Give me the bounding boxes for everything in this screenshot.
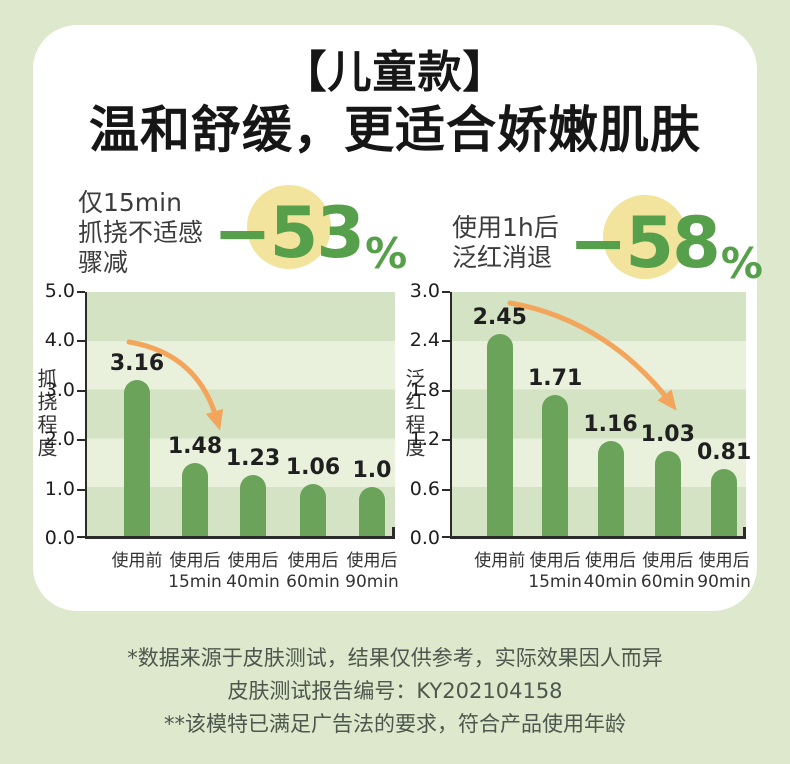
y-tick-label: 0.6 bbox=[409, 477, 440, 500]
y-tick-mark bbox=[442, 439, 450, 442]
bar-value-label: 1.06 bbox=[285, 454, 341, 480]
y-tick-label: 5.0 bbox=[44, 280, 75, 302]
x-category-label: 使用后 60min bbox=[286, 551, 340, 592]
bar bbox=[654, 451, 681, 536]
y-tick-mark bbox=[442, 389, 450, 392]
x-category-label: 使用前 bbox=[111, 551, 163, 571]
disclaimer-line: *数据来源于皮肤测试，结果仅供参考，实际效果因人而异 bbox=[127, 646, 663, 670]
stat-scratch-value: −53 bbox=[213, 192, 365, 274]
bar bbox=[542, 395, 569, 536]
stat-caption-line: 泛红消退 bbox=[452, 243, 553, 272]
y-tick-mark bbox=[77, 439, 85, 442]
x-category-label: 使用后 15min bbox=[528, 551, 582, 592]
y-tick-mark bbox=[442, 536, 450, 538]
yellow-circle-decoration bbox=[247, 185, 332, 269]
y-tick-mark bbox=[442, 488, 450, 491]
scratch-degree-chart: 0.0 1.0 2.0 3.0 4.0 5.0 3.16 使用前 1.48 使用后 15min 1.2… bbox=[45, 280, 399, 592]
y-tick-label: 3.0 bbox=[409, 280, 440, 302]
bar-value-label: 2.45 bbox=[472, 305, 527, 331]
x-category-label: 使用后 15min bbox=[168, 551, 222, 592]
y-tick-label: 0.0 bbox=[409, 527, 440, 549]
y-tick-mark bbox=[77, 291, 85, 293]
y-tick-mark bbox=[442, 291, 450, 293]
bar bbox=[359, 486, 385, 536]
bar-value-label: 0.81 bbox=[696, 440, 752, 466]
y-tick-label: 3.0 bbox=[44, 378, 75, 401]
y-tick-label: 2.0 bbox=[44, 428, 75, 451]
disclaimer-line: 皮肤测试报告编号：KY202104158 bbox=[227, 679, 563, 703]
y-tick-mark bbox=[77, 389, 85, 392]
percent-sign: % bbox=[720, 239, 763, 288]
y-tick-label: 2.4 bbox=[409, 329, 440, 352]
x-category-label: 使用后 90min bbox=[345, 551, 399, 592]
x-axis-end-tick bbox=[392, 527, 395, 536]
stat-redness-value-group: −58 % bbox=[569, 193, 763, 293]
y-tick-label: 4.0 bbox=[44, 329, 75, 352]
stat-caption-line: 仅15min bbox=[78, 188, 182, 217]
x-category-label: 使用后 60min bbox=[640, 551, 695, 592]
bar-value-label: 1.16 bbox=[583, 411, 638, 437]
y-tick-mark bbox=[77, 340, 85, 343]
y-tick-label: 1.8 bbox=[409, 378, 440, 401]
y-tick-mark bbox=[442, 340, 450, 343]
stat-redness-reduction: 使用1h后 泛红消退 −58 % bbox=[452, 193, 763, 293]
y-tick-mark bbox=[77, 536, 85, 538]
scratch-chart-plot-area: 0.0 1.0 2.0 3.0 4.0 5.0 3.16 使用前 1.48 使用后 15min 1.2… bbox=[45, 280, 399, 592]
stat-redness-caption: 使用1h后 泛红消退 bbox=[452, 213, 559, 273]
stat-scratch-value-group: −53 % bbox=[213, 183, 407, 283]
y-tick-mark bbox=[77, 488, 85, 491]
x-category-label: 使用前 bbox=[474, 551, 526, 571]
stat-redness-value: −58 bbox=[568, 202, 721, 284]
bar bbox=[711, 469, 738, 536]
percent-sign: % bbox=[365, 229, 408, 278]
yellow-circle-decoration bbox=[602, 195, 687, 279]
stat-caption-line: 抓挠不适感 bbox=[78, 218, 204, 247]
stat-caption-line: 使用1h后 bbox=[452, 213, 559, 242]
y-tick-label: 1.2 bbox=[409, 428, 440, 451]
bar-value-label: 1.48 bbox=[167, 433, 223, 459]
bar bbox=[240, 475, 266, 536]
bar-value-label: 1.23 bbox=[225, 446, 281, 472]
y-axis-label-redness: 泛红程度 bbox=[402, 368, 426, 460]
x-category-label: 使用后 40min bbox=[583, 551, 638, 592]
y-axis-label-scratch: 抓挠程度 bbox=[34, 368, 58, 460]
bar bbox=[486, 334, 513, 536]
stat-caption-line: 骤减 bbox=[78, 248, 129, 277]
y-tick-label: 1.0 bbox=[44, 477, 75, 500]
page-title-tag: 【儿童款】 bbox=[282, 47, 508, 98]
redness-chart-plot-area: 0.0 0.6 1.2 1.8 2.4 3.0 2.45 使用前 1.71 使用后 15min 1.1… bbox=[410, 280, 751, 592]
redness-degree-chart: 0.0 0.6 1.2 1.8 2.4 3.0 2.45 使用前 1.71 使用后 15min 1.1… bbox=[410, 280, 751, 592]
x-category-label: 使用后 90min bbox=[697, 551, 751, 592]
stat-scratch-caption: 仅15min 抓挠不适感 骤减 bbox=[78, 188, 203, 278]
bar-value-label: 1.0 bbox=[352, 457, 392, 483]
disclaimer-footer: *数据来源于皮肤测试，结果仅供参考，实际效果因人而异 皮肤测试报告编号：KY20… bbox=[0, 642, 790, 741]
bar-value-label: 3.16 bbox=[109, 350, 165, 376]
bar-value-label: 1.71 bbox=[527, 366, 583, 392]
disclaimer-line: **该模特已满足广告法的要求，符合产品使用年龄 bbox=[164, 712, 626, 736]
bar bbox=[597, 440, 624, 536]
x-axis-end-tick bbox=[743, 527, 746, 536]
page-title: 温和舒缓，更适合娇嫩肌肤 bbox=[89, 101, 701, 159]
bar-value-label: 1.03 bbox=[640, 422, 695, 448]
bar bbox=[300, 483, 326, 536]
stat-scratch-reduction: 仅15min 抓挠不适感 骤减 −53 % bbox=[78, 183, 407, 283]
bar bbox=[182, 462, 208, 536]
x-category-label: 使用后 40min bbox=[226, 551, 280, 592]
bar bbox=[124, 379, 150, 536]
y-tick-label: 0.0 bbox=[44, 527, 75, 549]
